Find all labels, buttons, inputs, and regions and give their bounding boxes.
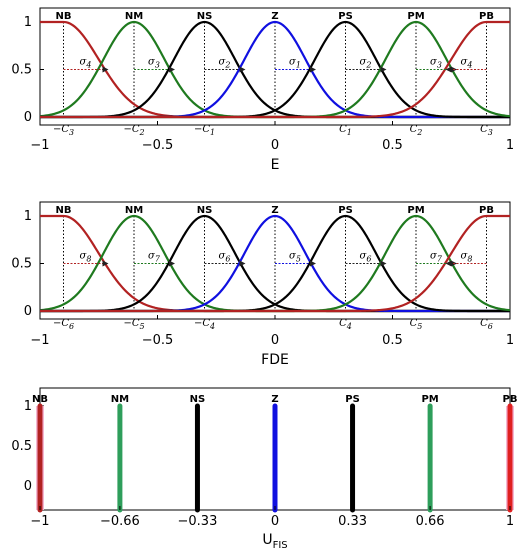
- mf-name-pb: PB: [503, 394, 518, 405]
- center-label: C3: [480, 124, 493, 137]
- mf-name-nb: NB: [56, 205, 72, 216]
- mf-name-pm: PM: [421, 394, 438, 405]
- sigma-label: σ8: [80, 251, 92, 264]
- mf-name-z: Z: [271, 394, 278, 405]
- mf-name-ns: NS: [197, 11, 213, 22]
- x-tick-label: −0.66: [100, 514, 140, 529]
- x-tick-label: −1: [30, 138, 49, 153]
- mf-name-pb: PB: [479, 205, 494, 216]
- x-tick-label: −1: [30, 514, 49, 529]
- center-label: −C1: [194, 124, 215, 137]
- sigma-label: σ6: [360, 251, 372, 264]
- x-tick-label: −1: [30, 333, 49, 348]
- x-tick-label: 0.33: [338, 514, 367, 529]
- sigma-label: σ6: [219, 251, 231, 264]
- x-axis-label: UFIS: [262, 532, 287, 550]
- center-label: −C6: [53, 318, 74, 331]
- sigma-label: σ2: [360, 57, 372, 70]
- y-tick-label: 0.5: [11, 257, 32, 272]
- x-tick-label: 1: [506, 333, 514, 348]
- center-label: C1: [339, 124, 352, 137]
- x-tick-label: −0.5: [142, 333, 174, 348]
- x-tick-label: 0.5: [382, 138, 403, 153]
- y-tick-label: 0: [24, 110, 32, 125]
- mf-name-nb: NB: [56, 11, 72, 22]
- y-tick-label: 0: [24, 479, 32, 494]
- x-tick-label: 0: [271, 514, 279, 529]
- mf-name-nb: NB: [32, 394, 48, 405]
- center-label: −C2: [123, 124, 144, 137]
- sigma-label: σ1: [289, 57, 301, 70]
- sigma-label: σ8: [461, 251, 473, 264]
- mf-name-ps: PS: [338, 11, 353, 22]
- mf-name-pb: PB: [479, 11, 494, 22]
- x-tick-label: 0: [271, 333, 279, 348]
- x-tick-label: 0.66: [416, 514, 445, 529]
- mf-name-pm: PM: [407, 11, 424, 22]
- mf-name-ns: NS: [197, 205, 213, 216]
- y-tick-label: 0.5: [11, 439, 32, 454]
- sigma-label: σ7: [430, 251, 443, 264]
- mf-name-ps: PS: [338, 205, 353, 216]
- mf-name-z: Z: [271, 205, 278, 216]
- membership-panel-2: 0 0.5 1 −1 −0.5 0 0.5 1 FDE NB NM NS Z PS PM PB: [11, 201, 514, 368]
- y-tick-label: 0.5: [11, 63, 32, 78]
- center-label: −C4: [194, 318, 215, 331]
- center-label: C4: [339, 318, 352, 331]
- mf-name-nm: NM: [125, 11, 143, 22]
- mf-name-ps: PS: [345, 394, 360, 405]
- y-tick-label: 1: [24, 399, 32, 414]
- sigma-label: σ7: [148, 251, 161, 264]
- x-axis-label: FDE: [261, 352, 289, 368]
- center-label: −C5: [123, 318, 144, 331]
- sigma-label: σ4: [461, 57, 473, 70]
- x-tick-label: −0.33: [178, 514, 218, 529]
- center-label: −C3: [53, 124, 74, 137]
- membership-curve-pb: [40, 214, 510, 313]
- membership-curve-pb: [40, 20, 510, 119]
- singleton-panel: 00.51 NB NM NS Z PS PM PB−1 −0.66 −0.33 0 0.33 0.66 1…: [11, 387, 518, 550]
- x-tick-label: 0: [271, 138, 279, 153]
- mf-name-pm: PM: [407, 205, 424, 216]
- x-axis-label: E: [271, 157, 280, 173]
- x-tick-label: 1: [506, 138, 514, 153]
- sigma-label: σ3: [148, 57, 160, 70]
- sigma-label: σ2: [219, 57, 231, 70]
- mf-name-ns: NS: [190, 394, 206, 405]
- y-tick-label: 0: [24, 304, 32, 319]
- sigma-label: σ5: [289, 251, 301, 264]
- center-label: C5: [410, 318, 423, 331]
- center-label: C6: [480, 318, 493, 331]
- membership-panel-1: 0 0.5 1 −1 −0.5 0 0.5 1 E NB NM NS Z PS PM PB: [11, 7, 514, 173]
- y-tick-label: 1: [24, 209, 32, 224]
- x-tick-label: 0.5: [382, 333, 403, 348]
- x-tick-label: 1: [506, 514, 514, 529]
- mf-name-nm: NM: [111, 394, 129, 405]
- mf-name-nm: NM: [125, 205, 143, 216]
- mf-name-z: Z: [271, 11, 278, 22]
- sigma-label: σ4: [80, 57, 92, 70]
- center-label: C2: [410, 124, 423, 137]
- y-tick-label: 1: [24, 15, 32, 30]
- sigma-label: σ3: [430, 57, 442, 70]
- x-tick-label: −0.5: [142, 138, 174, 153]
